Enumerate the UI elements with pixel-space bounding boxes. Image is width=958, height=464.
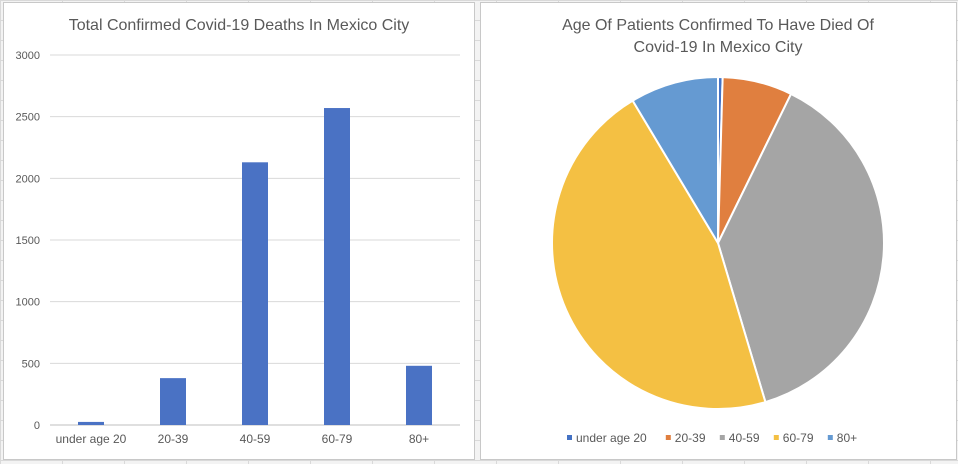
legend-swatch [665, 435, 671, 440]
x-category-label: 60-79 [322, 432, 353, 446]
bar-chart-panel[interactable]: Total Confirmed Covid-19 Deaths In Mexic… [3, 2, 475, 460]
y-tick-label: 0 [34, 420, 40, 432]
legend-swatch [567, 435, 572, 440]
x-category-label: 20-39 [158, 432, 189, 446]
y-tick-label: 1000 [16, 297, 40, 309]
y-tick-label: 2000 [16, 173, 40, 185]
bar[interactable] [406, 365, 432, 425]
pie-slice[interactable] [716, 92, 885, 404]
pie-chart-title-line-2: Covid-19 In Mexico City [634, 39, 803, 56]
bar-chart: Total Confirmed Covid-19 Deaths In Mexic… [16, 17, 460, 446]
x-category-label: under age 20 [56, 432, 127, 446]
y-tick-label: 500 [22, 358, 40, 370]
legend-label: 60-79 [783, 431, 814, 445]
pie-slice[interactable] [551, 99, 767, 410]
y-tick-label: 1500 [16, 235, 40, 247]
bar[interactable] [78, 421, 104, 425]
legend-label: 80+ [837, 431, 857, 445]
y-tick-label: 3000 [16, 50, 40, 62]
legend-swatch [773, 435, 779, 440]
pie-chart-panel[interactable]: Age Of Patients Confirmed To Have Died O… [480, 2, 957, 460]
bar[interactable] [160, 378, 186, 425]
x-category-label: 40-59 [240, 432, 271, 446]
legend-label: under age 20 [576, 431, 647, 445]
legend-swatch [827, 435, 833, 440]
pie-chart-title-line-1: Age Of Patients Confirmed To Have Died O… [562, 17, 874, 34]
pie-chart: Age Of Patients Confirmed To Have Died O… [551, 17, 885, 445]
x-category-label: 80+ [409, 432, 429, 446]
y-tick-label: 2500 [16, 112, 40, 124]
legend-swatch [719, 435, 725, 440]
legend-label: 40-59 [729, 431, 760, 445]
bar[interactable] [324, 108, 350, 426]
bar-chart-title: Total Confirmed Covid-19 Deaths In Mexic… [69, 17, 410, 34]
legend-label: 20-39 [675, 431, 706, 445]
bar[interactable] [242, 162, 268, 426]
pie-slice[interactable] [631, 75, 719, 247]
